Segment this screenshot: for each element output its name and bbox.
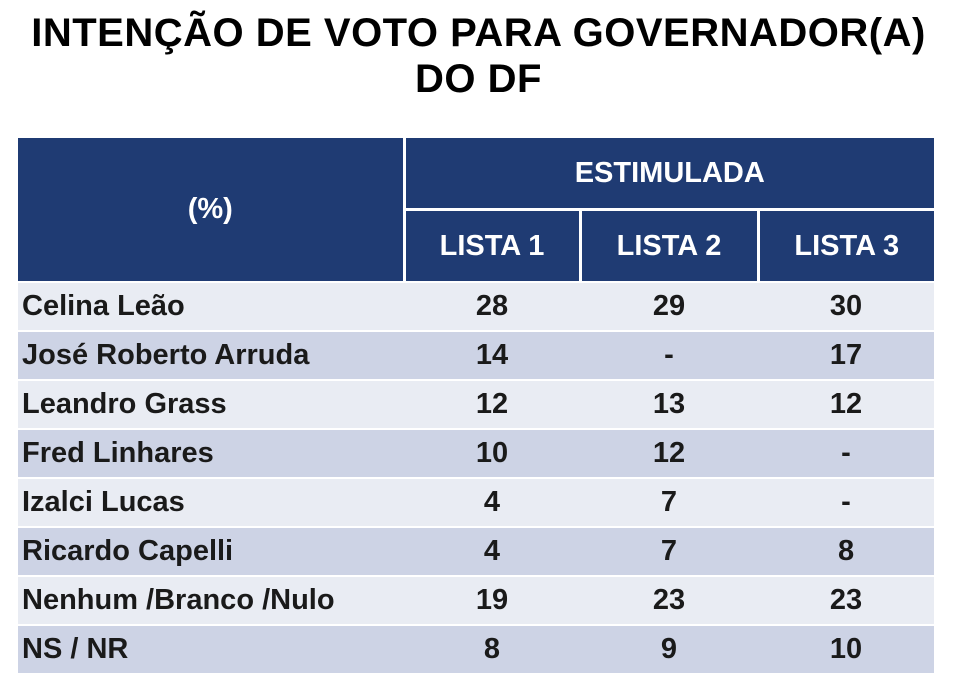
poll-table: (%) ESTIMULADA LISTA 1 LISTA 2 LISTA 3 C… [18,138,935,673]
table-row: Izalci Lucas 4 7- [18,477,935,527]
value-cell-lista-2: 12 [580,428,758,478]
table-row: Celina Leão 28 29 30 [18,281,935,331]
title-line-1: INTENÇÃO DE VOTO PARA GOVERNADOR(A) [31,11,926,55]
value-cell-lista-3: 23 [758,575,935,625]
value-cell-lista-3: - [758,477,935,527]
value-cell-lista-3: 17 [758,330,935,380]
value-cell-lista-3: 12 [758,379,935,429]
value-cell-lista-1: 4 [404,477,580,527]
title-line-2: DO DF [415,57,542,101]
table-row: José Roberto Arruda 14-17 [18,330,935,380]
value-cell-lista-1: 28 [404,281,580,331]
value-cell-lista-2: - [580,330,758,380]
column-header-lista-3: LISTA 3 [756,209,935,282]
table-row: Nenhum /Branco /Nulo 19 23 23 [18,575,935,625]
candidate-name: Celina Leão [18,281,404,331]
value-cell-lista-1: 14 [404,330,580,380]
value-cell-lista-3: - [758,428,935,478]
value-cell-lista-2: 9 [580,624,758,673]
value-cell-lista-2: 7 [580,526,758,576]
value-cell-lista-2: 29 [580,281,758,331]
value-cell-lista-1: 8 [404,624,580,673]
candidate-name: José Roberto Arruda [18,330,404,380]
value-cell-lista-3: 30 [758,281,935,331]
value-cell-lista-1: 19 [404,575,580,625]
value-cell-lista-2: 7 [580,477,758,527]
candidate-name: NS / NR [18,624,404,673]
table-row: NS / NR 8 9 10 [18,624,935,673]
percent-header: (%) [18,138,406,282]
column-group-header: ESTIMULADA [404,138,935,211]
value-cell-lista-1: 12 [404,379,580,429]
value-cell-lista-1: 10 [404,428,580,478]
value-cell-lista-1: 4 [404,526,580,576]
table-row: Fred Linhares 10 12- [18,428,935,478]
column-header-lista-1: LISTA 1 [404,209,580,282]
value-cell-lista-3: 10 [758,624,935,673]
value-cell-lista-2: 13 [580,379,758,429]
table-row: Leandro Grass 12 13 12 [18,379,935,429]
table-row: Ricardo Capelli 4 7 8 [18,526,935,576]
candidate-name: Leandro Grass [18,379,404,429]
candidate-name: Izalci Lucas [18,477,404,527]
page-title: INTENÇÃO DE VOTO PARA GOVERNADOR(A) DO D… [0,10,957,102]
value-cell-lista-3: 8 [758,526,935,576]
column-header-lista-2: LISTA 2 [578,209,758,282]
candidate-name: Fred Linhares [18,428,404,478]
candidate-name: Nenhum /Branco /Nulo [18,575,404,625]
poll-table-body: Celina Leão 28 29 30 José Roberto Arruda 14-1… [18,281,935,673]
value-cell-lista-2: 23 [580,575,758,625]
candidate-name: Ricardo Capelli [18,526,404,576]
